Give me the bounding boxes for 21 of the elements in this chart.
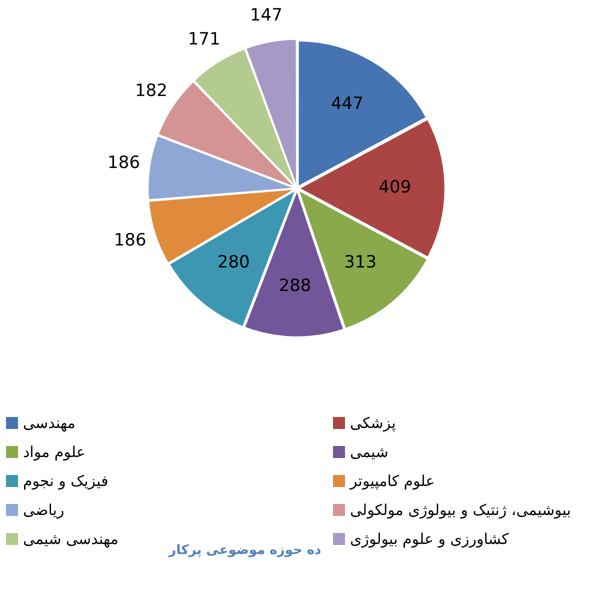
data-label: 171 <box>188 30 220 50</box>
data-label: 447 <box>330 94 364 114</box>
legend-label: شیمی <box>350 443 388 461</box>
data-label: 182 <box>134 81 168 102</box>
data-label: 280 <box>217 252 250 273</box>
data-label: 409 <box>378 178 412 198</box>
data-label: 313 <box>344 252 377 273</box>
legend-label: کشاورزی و علوم بیولوژی <box>350 530 509 548</box>
data-label: 147 <box>250 6 282 26</box>
legend-label: پزشکی <box>350 414 396 432</box>
legend-label: بیوشیمی، ژنتیک و بیولوژی مولکولی <box>350 501 571 519</box>
legend-label: مهندسی <box>23 414 76 432</box>
text: ده حوزه موضوعی پرکار <box>168 543 322 558</box>
data-label: 186 <box>108 153 140 174</box>
legend-label: فیزیک و نجوم <box>23 472 108 490</box>
data-label: 288 <box>278 276 312 296</box>
legend-label: مهندسی شیمی <box>23 530 118 548</box>
legend-label: علوم مواد <box>23 443 86 461</box>
legend-label: ریاضی <box>23 501 64 519</box>
legend-label: علوم کامپیوتر <box>350 472 435 490</box>
data-label: 186 <box>114 230 146 251</box>
